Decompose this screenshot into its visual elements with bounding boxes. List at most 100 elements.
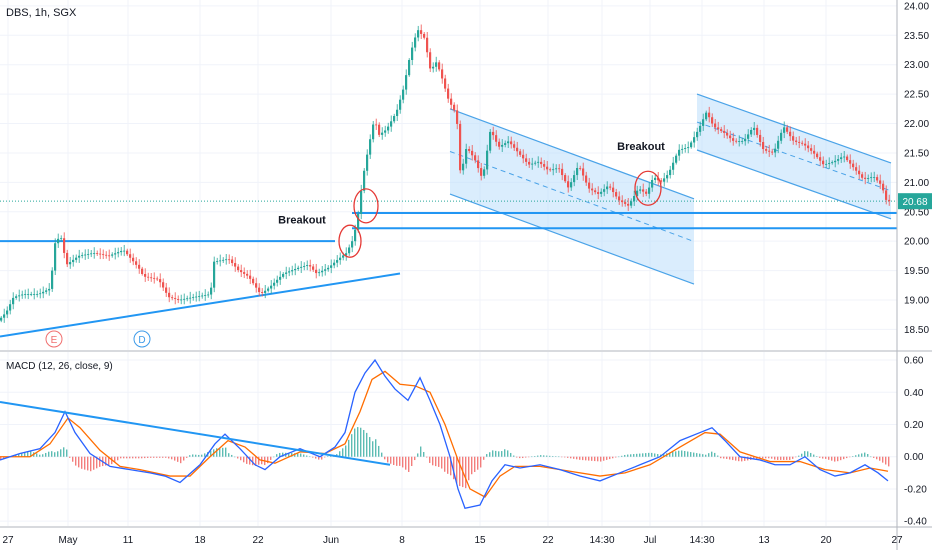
macd-histogram-bar	[852, 456, 854, 457]
candle-body	[810, 148, 813, 151]
macd-histogram-bar	[537, 455, 539, 457]
candle-body	[90, 253, 93, 255]
candle-body	[513, 144, 516, 148]
macd-histogram-bar	[780, 456, 782, 460]
candle-body	[321, 270, 324, 273]
candle-body	[273, 282, 276, 286]
candle-body	[774, 148, 777, 153]
candle-body	[768, 150, 771, 152]
candle-body	[498, 141, 501, 147]
candle-body	[429, 52, 432, 69]
macd-histogram-bar	[447, 456, 449, 474]
macd-histogram-bar	[84, 456, 86, 470]
candle-body	[462, 163, 465, 171]
candle-body	[48, 288, 51, 291]
macd-histogram-bar	[492, 450, 494, 457]
macd-histogram-bar	[723, 456, 725, 459]
candle-body	[267, 288, 270, 291]
candle-body	[15, 296, 18, 298]
macd-histogram-bar	[453, 456, 455, 480]
macd-histogram-bar	[612, 456, 614, 459]
macd-histogram-bar	[27, 451, 29, 457]
candle-body	[546, 166, 549, 170]
candle-body	[777, 140, 780, 149]
macd-histogram-bar	[582, 456, 584, 461]
candle-body	[819, 157, 822, 161]
candle-body	[591, 188, 594, 191]
macd-histogram-bar	[744, 456, 746, 461]
main-chart-title: DBS, 1h, SGX	[6, 7, 77, 19]
breakout-label: Breakout	[617, 141, 665, 153]
macd-histogram-bar	[498, 451, 500, 457]
macd-histogram-bar	[846, 456, 848, 459]
candle-body	[363, 170, 366, 191]
price-tick-label: 21.50	[904, 148, 929, 159]
candle-body	[99, 253, 102, 255]
candle-body	[114, 253, 117, 255]
macd-histogram-bar	[297, 453, 299, 457]
price-tick-label: 18.50	[904, 325, 929, 336]
candle-body	[675, 155, 678, 163]
candle-body	[285, 272, 288, 274]
candle-body	[252, 278, 255, 284]
time-tick-label: 15	[474, 535, 486, 546]
macd-histogram-bar	[549, 455, 551, 457]
macd-histogram-bar	[540, 455, 542, 457]
candle-body	[549, 169, 552, 171]
candle-body	[342, 255, 345, 258]
candle-body	[798, 141, 801, 143]
macd-histogram-bar	[657, 454, 659, 457]
candle-body	[588, 182, 591, 189]
macd-histogram-bar	[444, 456, 446, 472]
candle-body	[21, 294, 24, 296]
candle-body	[837, 159, 840, 161]
macd-histogram-bar	[144, 456, 146, 459]
macd-histogram-bar	[0, 456, 2, 460]
candle-body	[801, 142, 804, 144]
price-tick-label: 19.00	[904, 296, 929, 307]
candle-body	[237, 266, 240, 271]
candle-body	[471, 150, 474, 156]
candle-body	[660, 180, 663, 182]
candle-body	[81, 255, 84, 256]
candle-body	[639, 189, 642, 191]
candle-body	[240, 270, 243, 273]
candle-body	[816, 153, 819, 158]
macd-histogram-bar	[528, 456, 530, 458]
time-tick-label: 14:30	[589, 535, 614, 546]
time-tick-label: May	[59, 535, 78, 546]
candle-body	[450, 98, 453, 105]
macd-histogram-bar	[468, 456, 470, 481]
candle-body	[336, 260, 339, 263]
candle-body	[201, 295, 204, 297]
macd-histogram-bar	[600, 456, 602, 462]
macd-histogram-bar	[201, 454, 203, 457]
candle-body	[489, 131, 492, 151]
candle-body	[534, 162, 537, 164]
candle-body	[129, 254, 132, 258]
macd-histogram-bar	[21, 453, 23, 457]
candle-body	[270, 285, 273, 289]
macd-histogram-bar	[639, 453, 641, 457]
macd-histogram-bar	[252, 456, 254, 466]
candle-body	[300, 266, 303, 268]
candle-body	[24, 294, 27, 295]
candle-body	[0, 317, 3, 321]
macd-histogram-bar	[15, 455, 17, 457]
candle-body	[573, 175, 576, 183]
macd-histogram-bar	[129, 456, 131, 459]
macd-histogram-bar	[597, 456, 599, 462]
candle-body	[45, 290, 48, 292]
candle-body	[123, 250, 126, 252]
macd-histogram-bar	[678, 450, 680, 457]
macd-histogram-bar	[393, 456, 395, 465]
candle-body	[312, 266, 315, 270]
candle-body	[636, 190, 639, 196]
price-tick-label: 20.00	[904, 237, 929, 248]
candle-body	[735, 140, 738, 142]
macd-histogram-bar	[702, 454, 704, 457]
candle-body	[495, 135, 498, 142]
macd-histogram-bar	[51, 451, 53, 457]
macd-histogram-bar	[123, 456, 125, 459]
candle-body	[144, 274, 147, 277]
